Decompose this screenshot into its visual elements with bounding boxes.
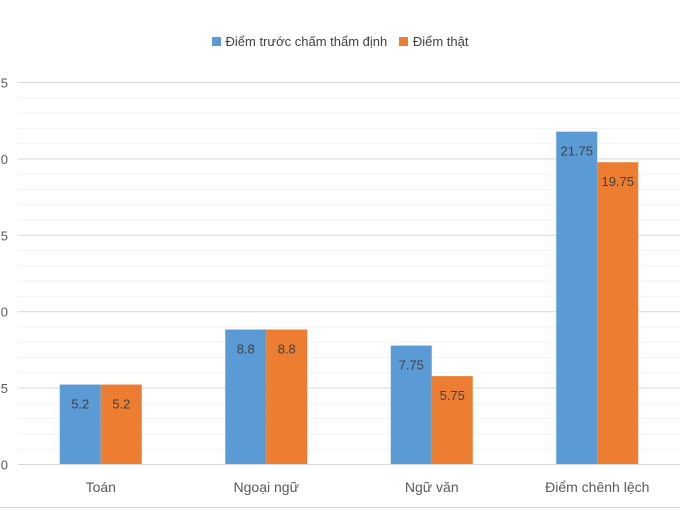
- y-tick-label: 0: [1, 458, 8, 473]
- x-tick-label: Ngoại ngữ: [234, 479, 299, 495]
- data-label-1-3: 7.75: [399, 358, 424, 373]
- data-label-1-2: 8.8: [237, 342, 255, 357]
- y-tick-label: 5: [1, 381, 8, 396]
- legend-label-series-1: Điểm trước chấm thẩm định: [225, 34, 388, 49]
- bar-2-2: [266, 329, 308, 464]
- data-label-2-2: 8.8: [278, 342, 296, 357]
- data-label-1-4: 21.75: [560, 144, 593, 159]
- bar-2-4: [597, 162, 639, 464]
- chart-frame-bottom: [0, 507, 680, 508]
- legend-item-series-2: Điểm thật: [398, 34, 469, 49]
- bar-2-1: [100, 384, 142, 464]
- legend-item-series-1: Điểm trước chấm thẩm định: [211, 34, 388, 49]
- y-tick-label: 5: [1, 228, 8, 243]
- bar-1-1: [59, 384, 101, 464]
- y-tick-label: 0: [1, 305, 8, 320]
- data-label-2-3: 5.75: [440, 388, 465, 403]
- bar-1-2: [225, 329, 267, 464]
- legend-label-series-2: Điểm thật: [412, 34, 469, 49]
- data-label-2-4: 19.75: [601, 174, 634, 189]
- data-label-1-1: 5.2: [71, 397, 89, 412]
- legend-swatch-series-2: [398, 37, 408, 46]
- data-label-2-1: 5.2: [112, 397, 130, 412]
- y-tick-label: 0: [1, 152, 8, 167]
- bar-1-3: [390, 345, 432, 464]
- legend-swatch-series-1: [211, 37, 221, 46]
- y-tick-label: 5: [1, 76, 8, 91]
- x-tick-label: Ngữ văn: [405, 479, 459, 495]
- bar-1-4: [556, 131, 598, 464]
- x-tick-label: Điểm chênh lệch: [545, 479, 649, 495]
- chart-legend: Điểm trước chấm thẩm định Điểm thật: [0, 34, 680, 49]
- bar-2-3: [431, 376, 473, 464]
- x-tick-label: Toán: [86, 479, 116, 495]
